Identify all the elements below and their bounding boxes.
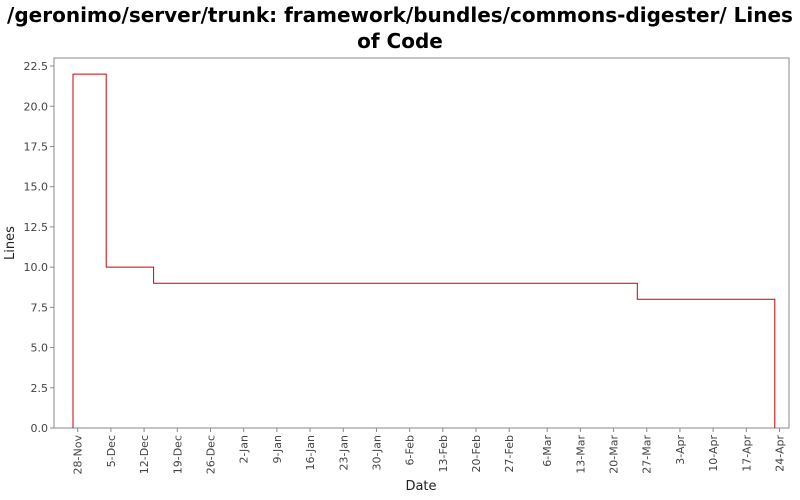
x-tick-label: 12-Dec [138,435,151,474]
y-tick-label: 22.5 [24,60,49,73]
y-tick-label: 15.0 [24,181,49,194]
x-tick-label: 17-Apr [740,435,753,472]
y-tick-label: 0.0 [31,422,49,435]
x-tick-label: 3-Apr [674,435,687,465]
y-tick-label: 17.5 [24,140,49,153]
x-tick-label: 9-Jan [271,435,284,464]
y-tick-label: 2.5 [31,382,49,395]
x-tick-label: 6-Feb [404,435,417,465]
x-tick-label: 19-Dec [171,435,184,474]
x-tick-label: 2-Jan [238,435,251,464]
y-axis-label: Lines [3,226,18,260]
x-tick-label: 28-Nov [72,435,85,475]
series-line [72,73,776,428]
x-tick-label: 20-Feb [470,435,483,472]
x-tick-label: 13-Mar [574,435,587,474]
x-axis-label: Date [405,479,436,494]
x-tick-label: 16-Jan [304,435,317,471]
x-tick-label: 26-Dec [204,435,217,474]
chart-title: /geronimo/server/trunk: framework/bundle… [7,3,793,53]
x-tick-label: 5-Dec [105,435,118,467]
x-tick-label: 27-Mar [641,435,654,474]
y-tick-label: 5.0 [31,342,49,355]
x-axis: 28-Nov 5-Dec 12-Dec 19-Dec 26-Dec 2-Jan 9-Jan 1… [72,428,787,474]
x-tick-label: 13-Feb [437,435,450,472]
x-tick-label: 23-Jan [337,435,350,471]
plot-frame [53,57,790,429]
x-tick-label: 20-Mar [608,435,621,474]
y-tick-label: 7.5 [31,301,49,314]
y-axis: 0.0 2.5 5.0 7.5 10.0 12.5 15.0 17.5 20.0 22.5 [24,60,54,435]
y-tick-label: 10.0 [24,261,49,274]
x-tick-label: 10-Apr [707,435,720,472]
x-tick-label: 6-Mar [541,435,554,467]
x-tick-label: 27-Feb [503,435,516,472]
y-tick-label: 12.5 [24,221,49,234]
x-tick-label: 24-Apr [774,435,787,472]
y-tick-label: 20.0 [24,100,49,113]
x-tick-label: 30-Jan [370,435,383,471]
